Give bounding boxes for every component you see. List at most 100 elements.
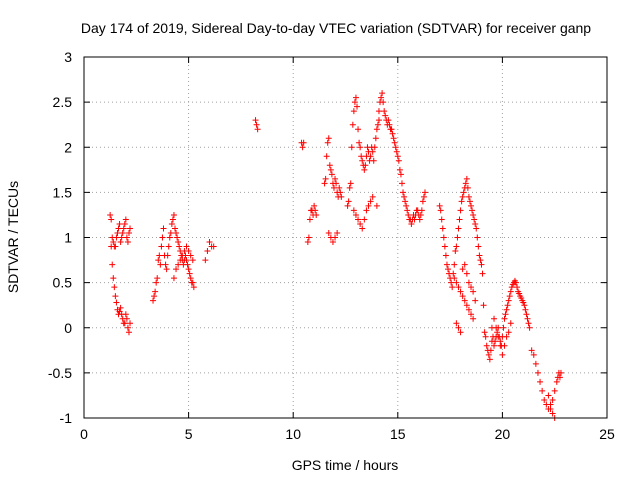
data-point bbox=[472, 220, 479, 227]
data-point bbox=[516, 290, 523, 297]
data-point bbox=[381, 108, 388, 115]
data-point bbox=[120, 225, 127, 232]
data-point bbox=[398, 180, 405, 187]
data-point bbox=[355, 126, 362, 133]
data-point bbox=[125, 229, 132, 236]
data-point bbox=[351, 99, 358, 106]
data-point bbox=[179, 252, 186, 259]
data-point bbox=[367, 198, 374, 205]
y-tick-label: 2.5 bbox=[53, 94, 73, 110]
data-point bbox=[162, 261, 169, 268]
data-point bbox=[330, 184, 337, 191]
data-point bbox=[388, 126, 395, 133]
data-point bbox=[528, 347, 535, 354]
data-point bbox=[183, 243, 190, 250]
data-point bbox=[325, 229, 332, 236]
data-point bbox=[473, 225, 480, 232]
data-point bbox=[313, 211, 320, 218]
data-point bbox=[493, 324, 500, 331]
data-point bbox=[526, 324, 533, 331]
data-point bbox=[155, 257, 162, 264]
data-point bbox=[112, 293, 119, 300]
data-point bbox=[436, 202, 443, 209]
data-point bbox=[382, 112, 389, 119]
data-point bbox=[119, 229, 126, 236]
data-point bbox=[189, 279, 196, 286]
data-point bbox=[537, 378, 544, 385]
data-point bbox=[395, 157, 402, 164]
data-point bbox=[175, 261, 182, 268]
data-point bbox=[328, 171, 335, 178]
data-point bbox=[210, 243, 217, 250]
data-point bbox=[421, 189, 428, 196]
data-point bbox=[356, 139, 363, 146]
data-point bbox=[322, 175, 329, 182]
data-point bbox=[439, 225, 446, 232]
data-point bbox=[453, 243, 460, 250]
data-point bbox=[108, 216, 115, 223]
data-point bbox=[525, 320, 532, 327]
data-point bbox=[420, 193, 427, 200]
data-point bbox=[506, 293, 513, 300]
data-point bbox=[461, 261, 468, 268]
data-point bbox=[449, 284, 456, 291]
data-point bbox=[482, 333, 489, 340]
data-point bbox=[521, 302, 528, 309]
data-point bbox=[468, 202, 475, 209]
data-point bbox=[305, 234, 312, 241]
data-point bbox=[379, 90, 386, 97]
data-point bbox=[545, 392, 552, 399]
data-point bbox=[459, 266, 466, 273]
data-point bbox=[478, 261, 485, 268]
data-point bbox=[465, 306, 472, 313]
data-point bbox=[539, 387, 546, 394]
data-point bbox=[553, 378, 560, 385]
data-point bbox=[404, 207, 411, 214]
data-point bbox=[312, 207, 319, 214]
data-point bbox=[115, 225, 122, 232]
data-point bbox=[113, 234, 120, 241]
data-point bbox=[375, 108, 382, 115]
data-point bbox=[362, 162, 369, 169]
data-point bbox=[365, 202, 372, 209]
data-point bbox=[448, 279, 455, 286]
data-point bbox=[325, 135, 332, 142]
data-point bbox=[151, 293, 158, 300]
data-point bbox=[438, 216, 445, 223]
data-point bbox=[321, 180, 328, 187]
data-point bbox=[110, 275, 117, 282]
data-point bbox=[391, 139, 398, 146]
data-point bbox=[508, 284, 515, 291]
data-point bbox=[204, 248, 211, 255]
data-point bbox=[190, 284, 197, 291]
data-point bbox=[170, 211, 177, 218]
data-point bbox=[461, 297, 468, 304]
data-point bbox=[401, 193, 408, 200]
data-point bbox=[337, 189, 344, 196]
data-point bbox=[501, 315, 508, 322]
data-point bbox=[396, 166, 403, 173]
data-point bbox=[323, 153, 330, 160]
data-point bbox=[549, 410, 556, 417]
data-point bbox=[504, 302, 511, 309]
data-point bbox=[392, 144, 399, 151]
data-point bbox=[455, 324, 462, 331]
data-point bbox=[160, 225, 167, 232]
data-point bbox=[476, 252, 483, 259]
data-point bbox=[166, 234, 173, 241]
data-point bbox=[355, 216, 362, 223]
data-point bbox=[359, 225, 366, 232]
data-point bbox=[159, 234, 166, 241]
data-point bbox=[352, 211, 359, 218]
data-point bbox=[501, 342, 508, 349]
chart-title: Day 174 of 2019, Sidereal Day-to-day VTE… bbox=[81, 20, 591, 36]
plot-frame bbox=[83, 56, 608, 419]
data-point bbox=[170, 275, 177, 282]
data-point bbox=[463, 302, 470, 309]
data-point bbox=[173, 229, 180, 236]
data-point bbox=[411, 216, 418, 223]
data-point bbox=[107, 211, 114, 218]
data-point bbox=[367, 153, 374, 160]
data-point bbox=[117, 304, 124, 311]
